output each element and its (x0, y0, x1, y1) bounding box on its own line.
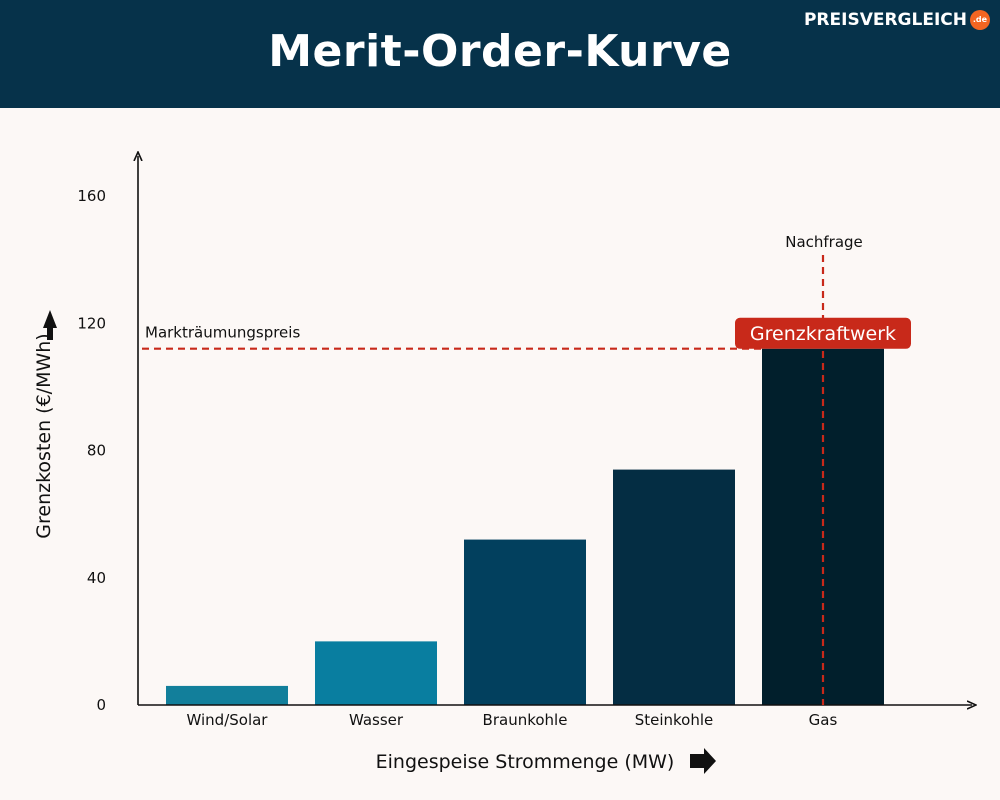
x-tick-label: Braunkohle (483, 711, 568, 729)
x-axis-arrow-icon (690, 748, 716, 774)
x-tick-labels-group: Wind/Solar Wasser Braunkohle Steinkohle Gas (187, 711, 838, 729)
bar-steinkohle (613, 469, 735, 705)
demand-label: Nachfrage (785, 233, 863, 251)
logo-text: PREISVERGLEICH (803, 10, 967, 30)
y-tick-label: 40 (87, 569, 106, 587)
x-axis-title-group: Eingespeise Strommenge (MW) (376, 748, 716, 774)
market-price-label: Markträumungspreis (145, 324, 300, 342)
bar-braunkohle (464, 539, 586, 705)
marginal-plant-badge-bg (735, 317, 911, 349)
y-tick-label: 160 (77, 187, 106, 205)
logo-badge-icon: .de (970, 10, 990, 30)
y-tick-label: 0 (96, 696, 106, 714)
y-tick-label: 80 (87, 442, 106, 460)
x-tick-label: Gas (809, 711, 838, 729)
page-title: Merit-Order-Kurve (268, 26, 732, 77)
bars-group (166, 348, 884, 705)
y-axis-title: Grenzkosten (€/MWh) (33, 333, 55, 538)
brand-logo: PREISVERGLEICH .de (804, 9, 990, 31)
bar-wind-solar (166, 685, 288, 705)
merit-order-chart: 0 40 80 120 160 Wind/Solar Wasser Braunkohle St… (33, 108, 1000, 774)
y-axis-title-group: Grenzkosten (€/MWh) (33, 310, 57, 539)
y-axis-arrow-icon (43, 310, 57, 340)
x-tick-label: Wasser (349, 711, 404, 729)
x-tick-label: Wind/Solar (187, 711, 269, 729)
x-axis-title: Eingespeise Strommenge (MW) (376, 751, 675, 773)
y-tick-label: 120 (77, 314, 106, 332)
header-banner: Merit-Order-Kurve PREISVERGLEICH .de (0, 0, 1000, 108)
marginal-plant-badge: Grenzkraftwerk (735, 317, 911, 349)
y-ticks-group: 0 40 80 120 160 (77, 187, 106, 714)
x-tick-label: Steinkohle (635, 711, 714, 729)
marginal-plant-label: Grenzkraftwerk (750, 323, 896, 345)
bar-wasser (315, 641, 437, 705)
